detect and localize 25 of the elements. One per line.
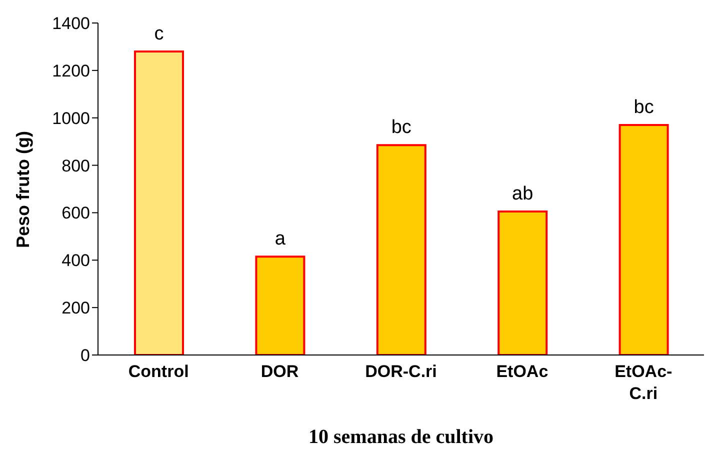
y-axis-title: Peso fruto (g) (12, 130, 34, 248)
y-tick-label: 0 (80, 346, 90, 366)
x-tick-label: EtOAc-C.ri (614, 362, 672, 403)
y-tick-label: 1200 (52, 61, 90, 80)
x-tick-label: DOR (260, 362, 299, 381)
bar (134, 50, 184, 355)
x-tick-label: DOR-C.ri (365, 362, 437, 381)
y-tick-label: 200 (62, 298, 90, 318)
y-tick-label: 400 (62, 251, 90, 270)
bar (255, 256, 306, 355)
data-label: ab (512, 184, 534, 205)
bar (498, 210, 548, 355)
data-label: bc (391, 117, 412, 138)
y-tick-label: 800 (62, 156, 90, 176)
x-tick-label: Control (128, 362, 189, 381)
data-label: c (154, 23, 164, 44)
y-tick-label: 600 (62, 204, 90, 223)
x-axis-title: 10 semanas de cultivo (308, 426, 494, 449)
data-label: a (274, 228, 286, 250)
bar (376, 144, 426, 355)
y-tick-label: 1000 (52, 108, 90, 128)
x-tick-label: EtOAc (496, 362, 548, 381)
data-label: bc (634, 96, 654, 118)
y-tick-label: 1400 (52, 14, 90, 34)
bar (618, 124, 669, 355)
